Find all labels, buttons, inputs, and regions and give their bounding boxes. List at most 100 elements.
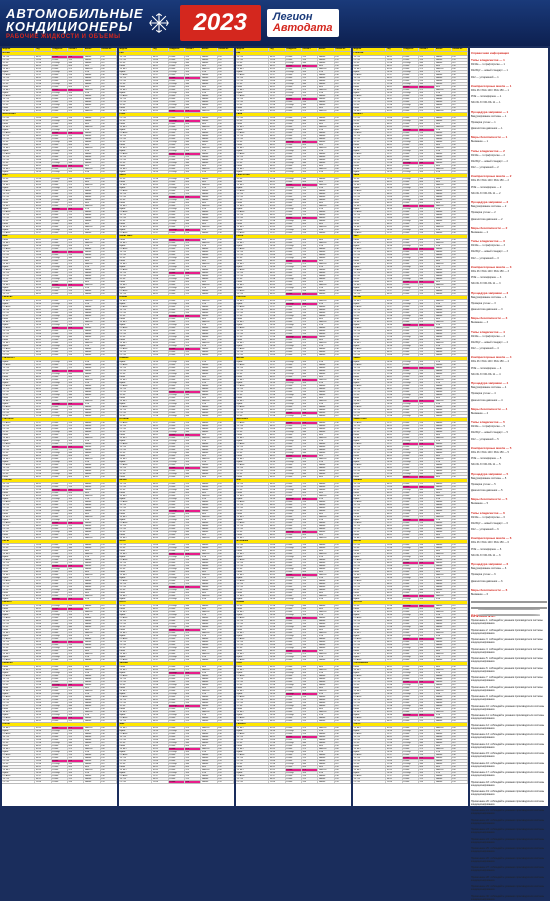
table-cell: PAG100 [84, 611, 100, 613]
table-cell: 120 [335, 751, 351, 753]
table-cell: 520 [302, 696, 318, 698]
table-cell: 14-20 [152, 614, 168, 616]
table-cell: 135 [101, 449, 117, 451]
table-cell: 525 [68, 98, 84, 100]
table-cell: R1234yf [169, 71, 185, 73]
table-cell: R134a [169, 666, 185, 668]
table-cell: 100 [218, 553, 234, 555]
table-cell: 120 [101, 525, 117, 527]
table-cell: 120 [101, 251, 117, 253]
table-cell: R134a [286, 339, 302, 341]
table-cell: PAG46 [201, 626, 217, 628]
header-cell: Объем мл [335, 48, 351, 51]
table-cell: PAG46 [84, 644, 100, 646]
table-cell: R134a [286, 342, 302, 344]
table-cell: 110 [335, 705, 351, 707]
table-cell: 10-14 [269, 159, 285, 161]
table-cell: 100 [335, 458, 351, 460]
table-cell: R134a [52, 406, 68, 408]
table-cell: 2.5 AWD [236, 638, 269, 640]
table-cell: R134a [52, 59, 68, 61]
table-cell: 3.0 V6 [119, 278, 152, 280]
table-cell: 110 [218, 489, 234, 491]
table-cell: 08-12 [269, 293, 285, 295]
table-cell: 110 [218, 104, 234, 106]
table-cell: 1.4 MPI [236, 126, 269, 128]
table-cell: PAG46 [435, 62, 451, 64]
table-cell: R134a [286, 565, 302, 567]
table-cell: R134a [52, 123, 68, 125]
table-cell: 100 [218, 300, 234, 302]
table-cell: 06-11 [152, 123, 168, 125]
table-cell: 525 [185, 467, 201, 469]
table-cell: 120 [335, 614, 351, 616]
table-cell: 475 [68, 611, 84, 613]
table-cell: 110 [218, 589, 234, 591]
table-cell: 09-15 [35, 516, 51, 518]
table-cell: 475 [185, 242, 201, 244]
table-cell: 12-18 [35, 199, 51, 201]
table-cell: 550 [302, 586, 318, 588]
table-cell: 480 [185, 162, 201, 164]
table-cell: 120 [101, 150, 117, 152]
table-cell: R1234yf [52, 382, 68, 384]
header-cell: Хладагент [52, 48, 68, 51]
table-cell: PAG46 [201, 120, 217, 122]
table-cell: ND8 [84, 202, 100, 204]
table-cell: 3.0 V6 [2, 684, 35, 686]
header-cell: Год [152, 48, 168, 51]
table-cell: R134a [52, 330, 68, 332]
table-cell: 14-20 [152, 693, 168, 695]
table-cell: 2.5 AWD [119, 638, 152, 640]
table-cell: R134a [52, 476, 68, 478]
table-cell: 08-12 [35, 309, 51, 311]
table-cell: 2.5 AWD [119, 733, 152, 735]
table-cell: 12-18 [152, 278, 168, 280]
table-cell: Diesel [2, 202, 35, 204]
table-cell: PAG100 [84, 168, 100, 170]
table-cell: 2.0 TSI [119, 544, 152, 546]
table-cell: 2.5 AWD [119, 364, 152, 366]
table-cell: 120 [101, 772, 117, 774]
table-cell: 135 [218, 507, 234, 509]
table-cell: 520 [302, 675, 318, 677]
table-cell: 12-18 [35, 452, 51, 454]
table-cell: 12-18 [35, 489, 51, 491]
table-cell: 2.0 TSI [2, 528, 35, 530]
table-cell: 14-20 [152, 71, 168, 73]
table-cell: Hybrid [2, 129, 35, 131]
table-cell: Hybrid [236, 556, 269, 558]
table-cell: 2.0 TSI [2, 80, 35, 82]
table-cell: 130 [101, 443, 117, 445]
table-cell: 3.0 V6 [119, 162, 152, 164]
table-cell: 150 [335, 592, 351, 594]
table-cell: 600 [302, 107, 318, 109]
table-cell: 1.4 MPI [236, 263, 269, 265]
table-cell: R134a [286, 666, 302, 668]
table-cell: PAG46 [84, 464, 100, 466]
table-cell: PAG46 [201, 95, 217, 97]
table-cell: R1234yf [52, 431, 68, 433]
table-cell: R134a [169, 89, 185, 91]
table-cell: 120 [218, 309, 234, 311]
table-cell: 1.4 MPI [236, 184, 269, 186]
table-cell: R134a [169, 385, 185, 387]
table-cell: 500 [68, 303, 84, 305]
table-cell: 09-15 [35, 769, 51, 771]
brand-name: PEUGEOT [236, 723, 351, 726]
table-cell: 100 [452, 89, 468, 91]
table-cell: 2.0 TSI [119, 681, 152, 683]
table-cell: 09-15 [269, 769, 285, 771]
table-cell: 520 [302, 754, 318, 756]
table-cell: 150 [335, 629, 351, 631]
table-cell: R134a [52, 397, 68, 399]
table-cell: 08-12 [386, 56, 402, 58]
table-cell: PAG46 [318, 62, 334, 64]
table-cell: R134a [286, 754, 302, 756]
table-cell: 3.0 V6 [2, 162, 35, 164]
table-cell: 06-11 [269, 339, 285, 341]
table-cell: 1.6 TDI [119, 251, 152, 253]
table-cell: R1234yf [169, 336, 185, 338]
table-cell: 120 [335, 425, 351, 427]
table-cell: Hybrid [236, 150, 269, 152]
